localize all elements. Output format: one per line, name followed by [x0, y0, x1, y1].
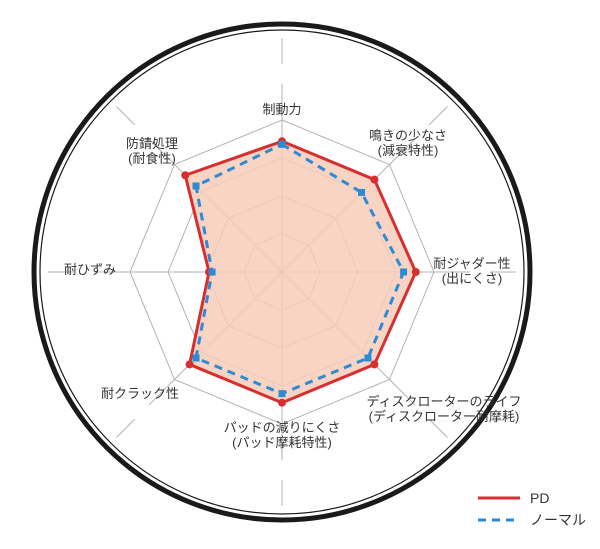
axis-label: パッドの減りにくさ(パッド摩耗特性) — [224, 420, 341, 450]
series-marker — [193, 183, 200, 190]
radar-chart: 制動力鳴きの少なさ(減衰特性) 耐ジャダー性(出にくさ) ディスクローターのライフ(… — [0, 0, 600, 549]
axis-label: ディスクローターのライフ(ディスクローター耐摩耗) — [366, 394, 521, 424]
series-marker — [358, 189, 365, 196]
series-marker — [279, 141, 286, 148]
radar-axis-tick — [117, 107, 135, 125]
series-marker — [181, 171, 189, 179]
axis-label: 耐ひずみ — [64, 262, 116, 277]
series-marker — [370, 360, 378, 368]
series-marker — [209, 269, 216, 276]
series-marker — [370, 176, 378, 184]
series-marker — [400, 269, 407, 276]
legend-label: PD — [530, 490, 549, 506]
axis-label: 防錆処理(耐食性) — [126, 136, 178, 166]
series-fill — [185, 141, 415, 402]
series-marker — [278, 399, 286, 407]
axis-label: 制動力 — [262, 102, 301, 117]
radar-axis-tick — [429, 107, 447, 125]
axis-label: 耐ジャダー性(出にくさ) — [433, 256, 510, 286]
radar-axis-tick — [117, 419, 135, 437]
series-marker — [186, 360, 194, 368]
series-marker — [364, 354, 371, 361]
series-marker — [279, 390, 286, 397]
series-marker — [193, 354, 200, 361]
axis-label: 耐クラック性 — [101, 386, 179, 401]
series-marker — [412, 268, 420, 276]
legend-label: ノーマル — [530, 512, 586, 528]
axis-label: 鳴きの少なさ(減衰特性) — [369, 128, 447, 158]
